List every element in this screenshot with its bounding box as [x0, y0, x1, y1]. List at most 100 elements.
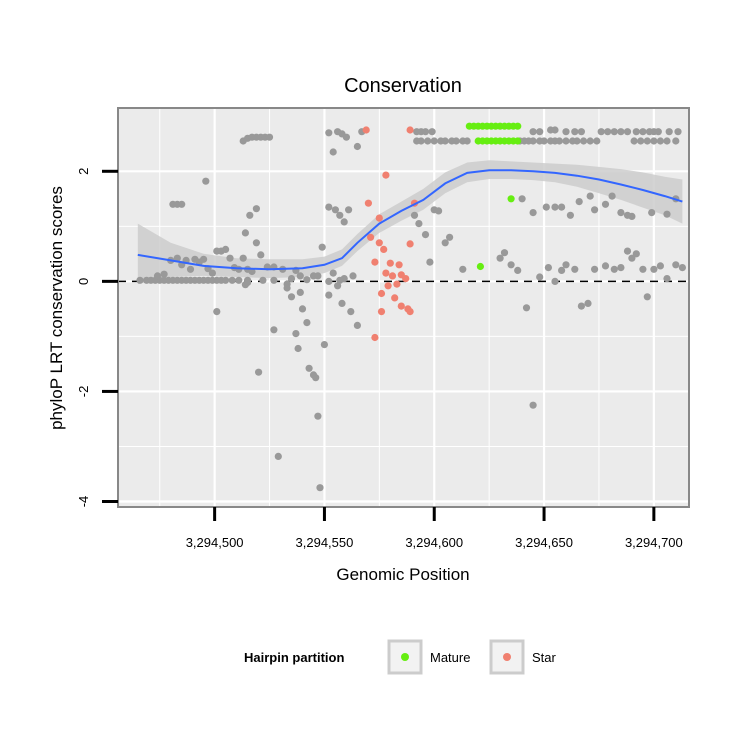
- point-other: [136, 276, 144, 284]
- point-other: [259, 276, 267, 284]
- point-other: [529, 128, 537, 136]
- point-other: [678, 264, 687, 272]
- point-other: [153, 272, 162, 280]
- point-star: [406, 126, 414, 134]
- point-other: [340, 275, 348, 283]
- y-tick-label: -2: [76, 386, 91, 398]
- point-star: [367, 233, 375, 241]
- legend-dot-mature: [401, 653, 409, 661]
- point-other: [353, 142, 361, 151]
- point-star: [388, 272, 397, 280]
- point-other: [228, 276, 236, 284]
- point-other: [305, 364, 313, 372]
- point-star: [375, 239, 383, 247]
- point-other: [270, 326, 278, 334]
- point-other: [265, 133, 274, 141]
- point-star: [384, 282, 392, 290]
- point-other: [298, 305, 307, 313]
- point-other: [577, 128, 586, 136]
- point-other: [296, 288, 304, 296]
- point-other: [551, 277, 559, 285]
- point-other: [591, 206, 599, 214]
- point-star: [375, 214, 383, 222]
- point-other: [303, 319, 311, 327]
- point-other: [604, 128, 612, 136]
- point-other: [353, 321, 361, 329]
- x-tick-label: 3,294,550: [296, 535, 354, 550]
- point-other: [270, 276, 278, 284]
- point-other: [274, 452, 282, 460]
- y-axis: -4 -2 0 2: [76, 168, 118, 507]
- point-other: [347, 308, 355, 316]
- panel-border: [117, 107, 690, 508]
- point-other: [178, 200, 186, 208]
- point-other: [672, 137, 680, 145]
- point-other: [540, 137, 548, 145]
- point-other: [610, 265, 618, 273]
- point-other: [294, 344, 302, 353]
- point-other: [571, 265, 579, 273]
- point-star: [402, 275, 410, 283]
- point-other: [222, 276, 230, 284]
- x-axis: 3,294,500 3,294,550 3,294,600 3,294,650 3,29…: [186, 507, 683, 550]
- point-other: [428, 128, 436, 136]
- point-mature: [514, 137, 522, 145]
- point-other: [244, 278, 252, 287]
- point-other: [674, 128, 682, 136]
- point-other: [672, 261, 680, 269]
- smooth-line: [137, 169, 683, 271]
- point-other: [663, 275, 671, 283]
- point-other: [573, 137, 581, 145]
- point-other: [325, 277, 333, 285]
- point-other: [522, 304, 531, 312]
- point-star: [377, 289, 386, 298]
- point-star: [406, 308, 414, 316]
- point-other: [222, 245, 230, 253]
- point-other: [639, 265, 647, 273]
- x-tick-label: 3,294,650: [515, 535, 573, 550]
- point-other: [426, 258, 434, 266]
- point-other: [562, 261, 570, 269]
- point-star: [406, 240, 414, 248]
- point-other: [336, 211, 344, 219]
- point-other: [226, 254, 234, 262]
- point-other: [562, 137, 570, 145]
- legend-key-mature: [387, 639, 423, 675]
- point-other: [459, 265, 467, 273]
- x-tick-label: 3,294,500: [186, 535, 244, 550]
- point-other: [628, 212, 636, 220]
- point-other: [529, 401, 537, 409]
- point-other: [415, 220, 423, 228]
- point-other: [577, 302, 586, 310]
- point-other: [665, 128, 673, 136]
- point-other: [186, 265, 195, 273]
- point-other: [601, 200, 610, 208]
- point-other: [632, 128, 640, 136]
- point-mature: [507, 195, 515, 203]
- panel-frame: [117, 107, 690, 508]
- point-other: [663, 210, 671, 218]
- point-other: [287, 275, 296, 283]
- point-other: [623, 128, 632, 136]
- point-star: [364, 199, 372, 207]
- point-other: [349, 272, 357, 280]
- point-other: [639, 128, 647, 136]
- point-other: [650, 137, 658, 145]
- smooth-curve: [137, 169, 683, 271]
- point-other: [575, 198, 583, 206]
- point-other: [507, 261, 515, 269]
- point-other: [292, 330, 300, 338]
- y-tick-label: 2: [76, 168, 91, 175]
- point-other: [252, 239, 260, 247]
- point-other: [630, 137, 638, 145]
- point-other: [610, 128, 618, 136]
- legend-label-star: Star: [532, 650, 557, 665]
- point-other: [202, 177, 210, 185]
- point-other: [584, 299, 592, 307]
- point-other: [255, 368, 263, 376]
- x-tick-label: 3,294,600: [405, 535, 463, 550]
- point-other: [643, 293, 651, 301]
- point-other: [340, 218, 348, 226]
- point-other: [514, 266, 522, 274]
